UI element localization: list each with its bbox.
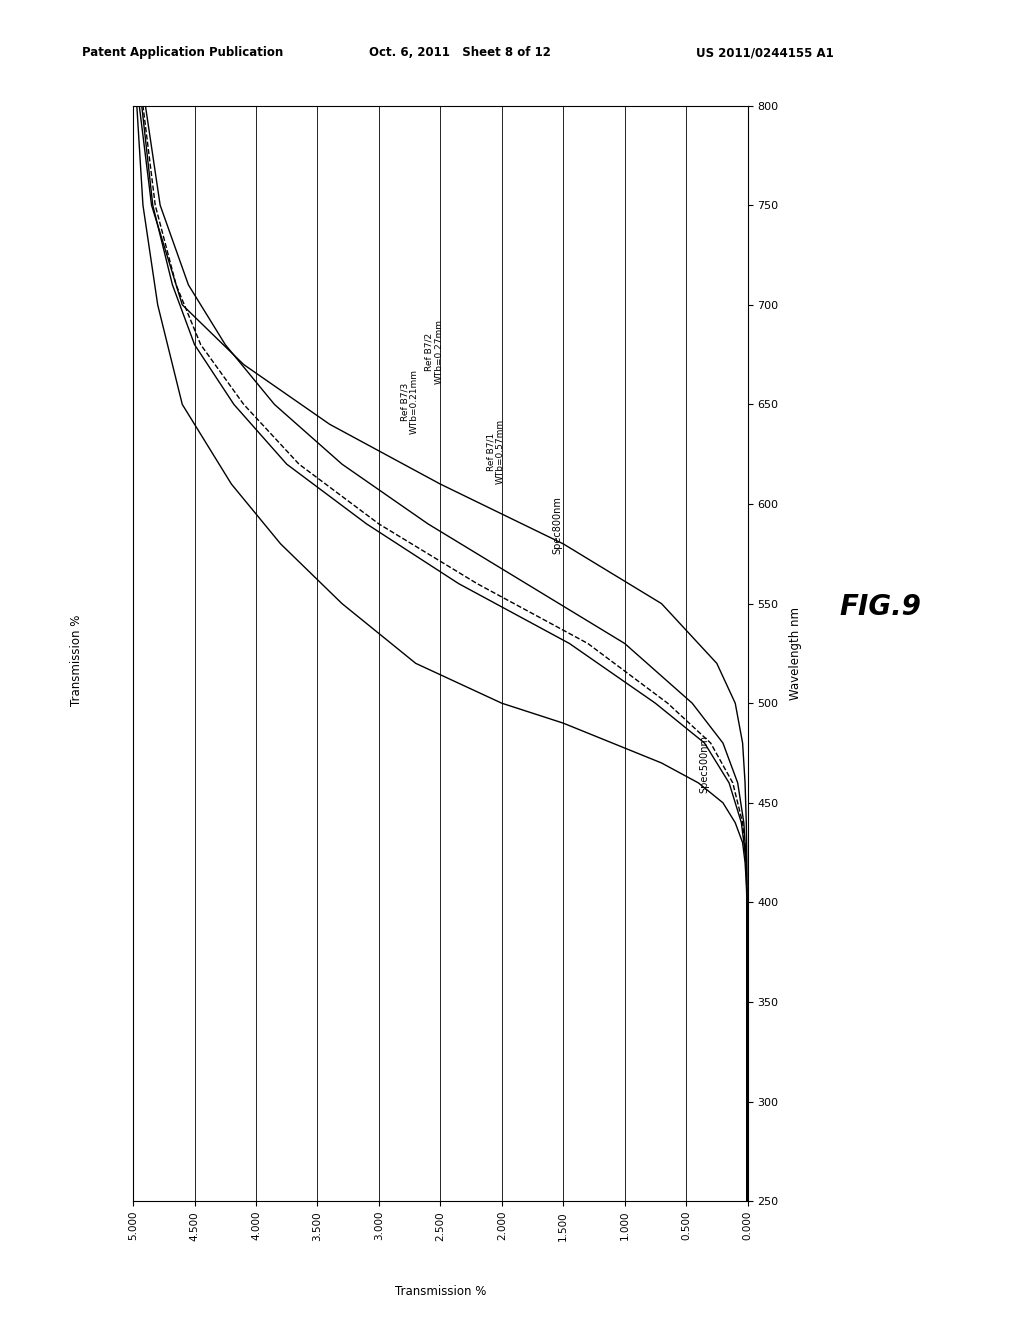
Text: Ref B7/1
WTb=0.57mm: Ref B7/1 WTb=0.57mm — [486, 418, 505, 484]
Text: Spec800nm: Spec800nm — [552, 496, 562, 554]
Text: Patent Application Publication: Patent Application Publication — [82, 46, 284, 59]
Text: US 2011/0244155 A1: US 2011/0244155 A1 — [696, 46, 835, 59]
Text: Ref B7/2
WTb=0.27mm: Ref B7/2 WTb=0.27mm — [425, 319, 443, 384]
X-axis label: Transmission %: Transmission % — [394, 1284, 486, 1298]
Text: Ref B7/3
WTb=0.21mm: Ref B7/3 WTb=0.21mm — [400, 370, 419, 434]
Text: Oct. 6, 2011   Sheet 8 of 12: Oct. 6, 2011 Sheet 8 of 12 — [369, 46, 551, 59]
Text: Spec500nm: Spec500nm — [699, 735, 710, 793]
Y-axis label: Wavelength nm: Wavelength nm — [790, 607, 803, 700]
Text: FIG.9: FIG.9 — [840, 593, 922, 622]
Text: Transmission %: Transmission % — [71, 614, 83, 706]
